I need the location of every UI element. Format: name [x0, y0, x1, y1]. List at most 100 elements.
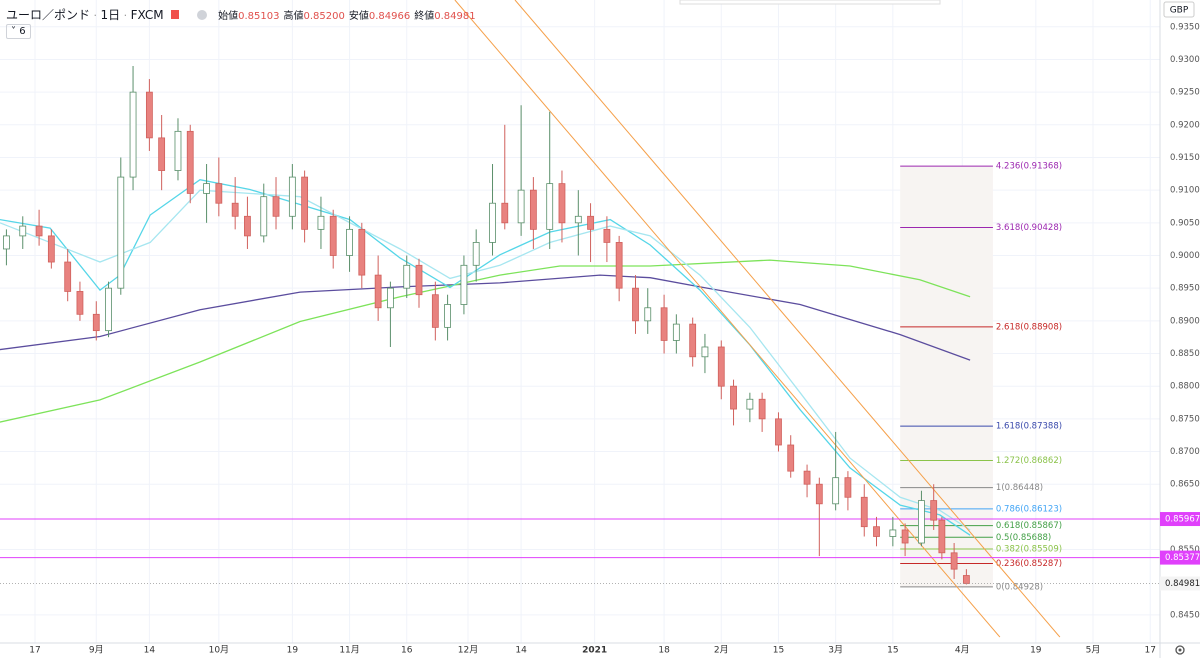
candle-body: [35, 225, 43, 237]
ohlc-value: 0.84981: [434, 11, 476, 22]
candle-body: [403, 264, 411, 289]
candle-body: [346, 228, 353, 256]
fib-label: 0.236(0.85287): [996, 559, 1062, 569]
candle-body: [105, 287, 112, 332]
ohlc: 始値0.85103 高値0.85200 安値0.84966 終値0.84981: [218, 11, 479, 22]
series-layer: 4.236(0.91368) 3.618(0.90428) 2.618(0.8890…: [0, 0, 1160, 643]
last-price-tag: [1160, 576, 1200, 591]
last-price-label: 0.84981: [1165, 579, 1200, 589]
ohlc-label: 終値: [414, 11, 435, 22]
candle-body: [746, 398, 754, 410]
exchange: FXCM: [130, 8, 164, 22]
candle-body: [288, 176, 296, 217]
candle-body: [860, 496, 868, 528]
settings-icon[interactable]: [1175, 645, 1185, 655]
candle-body: [92, 313, 100, 332]
x-tick-label: 10月: [209, 645, 229, 656]
top-panel-edge: [679, 0, 941, 5]
price-tag: [1160, 550, 1200, 565]
candle-body: [129, 91, 137, 178]
trend-line: [454, 0, 1001, 638]
candle-body: [215, 183, 223, 204]
x-tick-label: 9月: [89, 645, 104, 656]
ohlc-label: 高値: [283, 11, 304, 22]
fib-label: 1.618(0.87388): [996, 422, 1062, 432]
indicators-count: 6: [19, 26, 26, 37]
fib-label: 0.618(0.85867): [996, 521, 1062, 531]
interval: 1日: [100, 8, 121, 22]
x-tick-label: 15: [773, 646, 784, 656]
fib-label: 3.618(0.90428): [996, 223, 1062, 233]
fib-label: 4.236(0.91368): [996, 162, 1062, 172]
candle-body: [272, 196, 280, 217]
symbol: ユーロ／ポンド: [6, 8, 91, 22]
price-tag-label: 0.85967: [1165, 515, 1200, 525]
candle-body: [775, 418, 782, 446]
candle-body: [918, 500, 925, 544]
candle-body: [244, 215, 251, 237]
trend-line: [514, 0, 1061, 638]
currency-box[interactable]: [1163, 1, 1195, 18]
candle-body: [603, 228, 611, 243]
x-tick-label: 19: [1030, 646, 1042, 656]
candle-body: [444, 304, 451, 328]
x-tick-label: 19: [287, 646, 299, 656]
candle-body: [889, 529, 897, 537]
candle-body: [431, 294, 439, 328]
candle-body: [317, 215, 325, 230]
candle-body: [660, 307, 668, 341]
candle-body: [329, 215, 337, 256]
candle-body: [803, 470, 811, 485]
x-tick-label: 15: [887, 646, 898, 656]
x-tick-label: 17: [1144, 646, 1155, 656]
currency: GBP: [1170, 6, 1189, 16]
candle-body: [186, 130, 194, 194]
candle-body: [203, 183, 210, 194]
candle-body: [489, 202, 496, 243]
moving-average: [0, 274, 971, 361]
candle-body: [145, 91, 153, 139]
candle-body: [758, 398, 766, 420]
ohlc-label: 安値: [348, 11, 369, 22]
candle-body: [386, 287, 394, 309]
price-tag: [1160, 512, 1200, 527]
candle-body: [901, 529, 909, 544]
indicators-toggle[interactable]: ˅ 6: [6, 24, 31, 39]
candle-body: [64, 261, 72, 292]
fib-box: [900, 166, 993, 587]
candle-body: [717, 346, 725, 387]
candle-body: [374, 274, 382, 309]
ohlc-label: 始値: [218, 11, 239, 22]
fib-label: 0.5(0.85688): [996, 533, 1051, 543]
fib-label: 0.382(0.85509): [996, 544, 1062, 554]
candle-body: [517, 189, 525, 224]
candle-body: [158, 137, 166, 171]
candle-body: [301, 176, 309, 230]
hide-icon[interactable]: [196, 10, 207, 20]
candle-body: [632, 287, 639, 322]
candle-body: [689, 323, 697, 358]
candle-body: [930, 500, 938, 521]
flag-icon[interactable]: [171, 10, 180, 19]
candle-body: [117, 176, 125, 289]
x-tick-label: 17: [29, 646, 40, 656]
candle-body: [260, 196, 268, 237]
price-tag-label: 0.85377: [1165, 553, 1200, 563]
candle-body: [415, 264, 423, 296]
candle-body: [950, 552, 958, 570]
candle-body: [844, 477, 852, 498]
